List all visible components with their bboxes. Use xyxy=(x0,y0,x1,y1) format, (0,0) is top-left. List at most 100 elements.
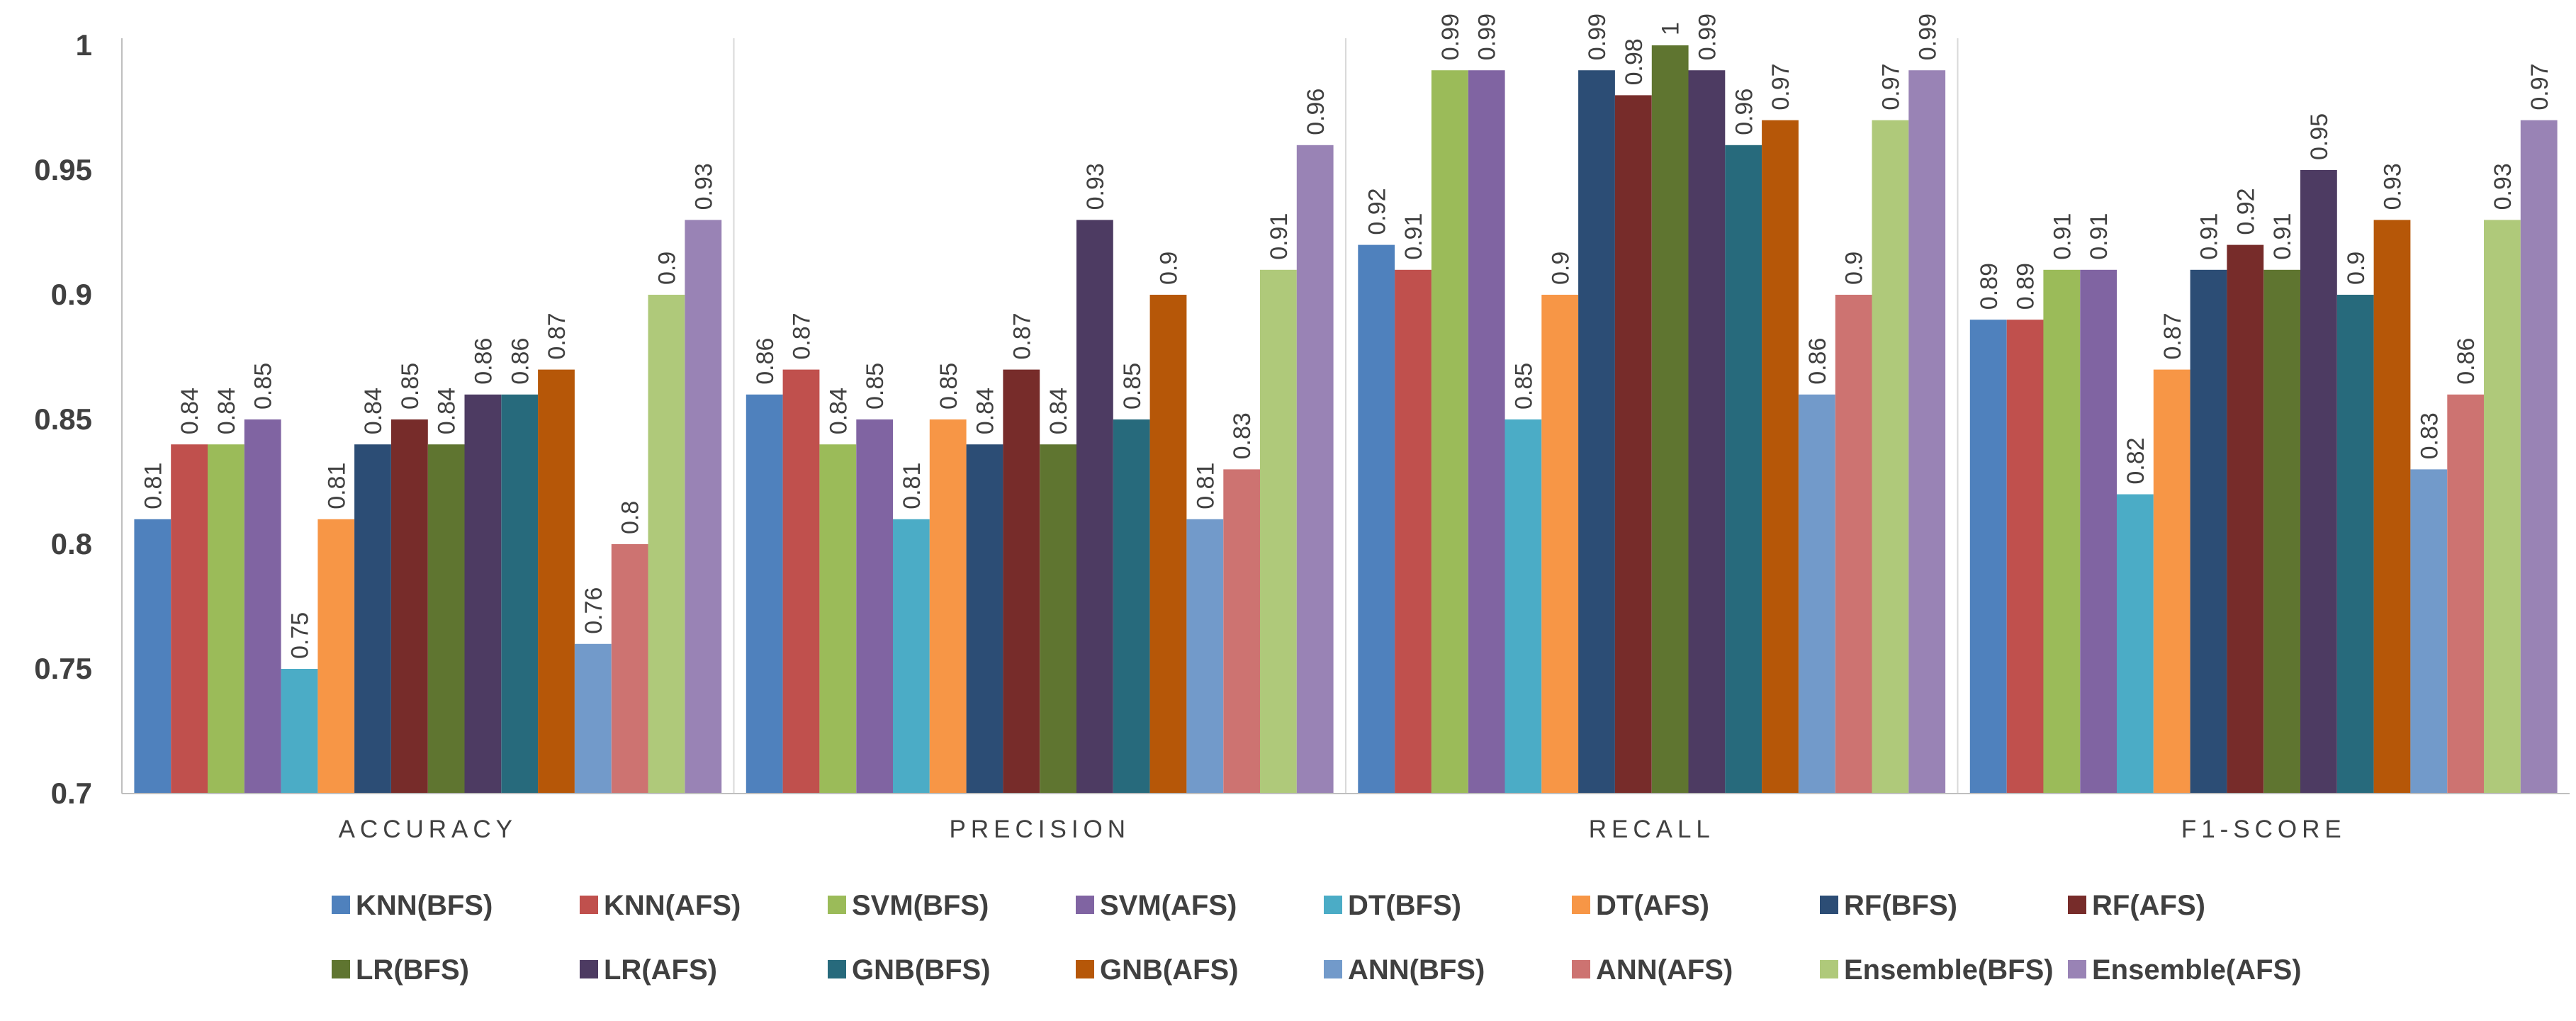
category-label: RECALL xyxy=(1589,816,1715,843)
data-label: 0.91 xyxy=(2086,213,2113,260)
y-tick-label: 1 xyxy=(76,28,92,62)
data-label: 0.83 xyxy=(2416,412,2443,459)
data-label: 0.97 xyxy=(2526,63,2553,110)
bar xyxy=(2043,269,2081,794)
data-label: 0.99 xyxy=(1474,13,1501,60)
legend-label: LR(BFS) xyxy=(356,954,469,986)
bar xyxy=(134,519,171,794)
bar xyxy=(538,369,575,794)
bar xyxy=(1762,120,1799,794)
data-label: 0.84 xyxy=(434,388,461,434)
data-label: 0.86 xyxy=(1804,338,1831,385)
bar xyxy=(2373,220,2411,794)
bar xyxy=(819,444,857,794)
bar xyxy=(746,394,783,794)
legend-swatch xyxy=(1324,896,1342,914)
legend-swatch xyxy=(2068,960,2086,978)
data-label: 0.86 xyxy=(752,338,779,385)
y-axis: 0.7 0.75 0.8 0.85 0.9 0.95 1 xyxy=(34,28,123,810)
data-label: 0.81 xyxy=(1192,463,1219,509)
y-tick-label: 0.9 xyxy=(51,278,92,311)
data-label: 0.91 xyxy=(1266,213,1293,260)
data-label: 0.87 xyxy=(1008,312,1035,359)
legend-label: ANN(AFS) xyxy=(1596,954,1733,986)
data-label: 0.95 xyxy=(2306,113,2333,160)
data-label: 0.9 xyxy=(1841,252,1868,285)
legend-swatch xyxy=(1572,960,1590,978)
bar xyxy=(2080,269,2117,794)
bar xyxy=(427,444,465,794)
data-label: 0.99 xyxy=(1584,13,1611,60)
bar xyxy=(2227,244,2264,794)
bar xyxy=(281,669,318,794)
bar xyxy=(464,394,502,794)
y-tick-label: 0.95 xyxy=(34,153,92,186)
bar xyxy=(1688,70,1726,794)
data-label: 0.93 xyxy=(690,163,717,210)
data-label: 0.97 xyxy=(1877,63,1904,110)
bar xyxy=(2006,320,2044,794)
bar xyxy=(244,419,281,794)
bar xyxy=(208,444,244,794)
bar xyxy=(1578,70,1615,794)
bar xyxy=(1260,269,1297,794)
data-label: 0.93 xyxy=(1082,163,1109,210)
bar xyxy=(2410,469,2448,794)
data-label: 0.84 xyxy=(825,388,852,434)
legend-label: Ensemble(BFS) xyxy=(1844,954,2054,986)
bar xyxy=(1149,295,1187,794)
legend-label: ANN(BFS) xyxy=(1348,954,1485,986)
legend-swatch xyxy=(1572,896,1590,914)
legend-swatch xyxy=(1820,960,1838,978)
data-label: 0.85 xyxy=(1119,363,1146,410)
data-label: 0.89 xyxy=(2013,263,2040,310)
data-label: 0.99 xyxy=(1694,13,1721,60)
legend-swatch xyxy=(2068,896,2086,914)
bar xyxy=(2117,494,2154,794)
bar xyxy=(648,295,685,794)
bar xyxy=(2263,269,2301,794)
bar xyxy=(2447,394,2485,794)
bar xyxy=(1969,320,2007,794)
data-label: 0.99 xyxy=(1437,13,1464,60)
data-label: 0.97 xyxy=(1767,63,1794,110)
data-label: 0.91 xyxy=(2196,213,2223,260)
bar xyxy=(317,519,355,794)
bar xyxy=(1003,369,1040,794)
bar xyxy=(1076,220,1113,794)
legend-label: GNB(AFS) xyxy=(1100,954,1239,986)
data-label: 0.84 xyxy=(176,388,203,434)
data-label: 0.91 xyxy=(2269,213,2296,260)
legend-label: SVM(AFS) xyxy=(1100,890,1237,921)
legend-label: SVM(BFS) xyxy=(852,890,989,921)
legend-swatch xyxy=(828,896,846,914)
legend-label: GNB(BFS) xyxy=(852,954,991,986)
data-label: 0.84 xyxy=(972,388,999,434)
bar xyxy=(1872,120,1909,794)
bar xyxy=(1798,394,1835,794)
bar xyxy=(1835,295,1872,794)
legend-label: DT(AFS) xyxy=(1596,890,1709,921)
data-label: 0.81 xyxy=(899,463,926,509)
data-label: 0.89 xyxy=(1976,263,2003,310)
bar xyxy=(685,220,722,794)
data-label: 0.87 xyxy=(2159,312,2186,359)
bar xyxy=(2520,120,2558,794)
bar xyxy=(1395,269,1432,794)
data-label: 0.93 xyxy=(2380,163,2407,210)
legend-swatch xyxy=(1324,960,1342,978)
data-label: 0.9 xyxy=(653,252,680,285)
data-label: 0.86 xyxy=(470,338,497,385)
bar xyxy=(171,444,208,794)
bar xyxy=(1040,444,1077,794)
data-label: 0.86 xyxy=(2453,338,2480,385)
bar xyxy=(1296,145,1334,794)
data-label: 0.9 xyxy=(1156,252,1183,285)
legend-label: Ensemble(AFS) xyxy=(2092,954,2302,986)
y-tick-label: 0.7 xyxy=(51,777,92,810)
legend-swatch xyxy=(332,896,350,914)
bar xyxy=(2484,220,2521,794)
legend-swatch xyxy=(1820,896,1838,914)
bars xyxy=(134,45,2558,794)
